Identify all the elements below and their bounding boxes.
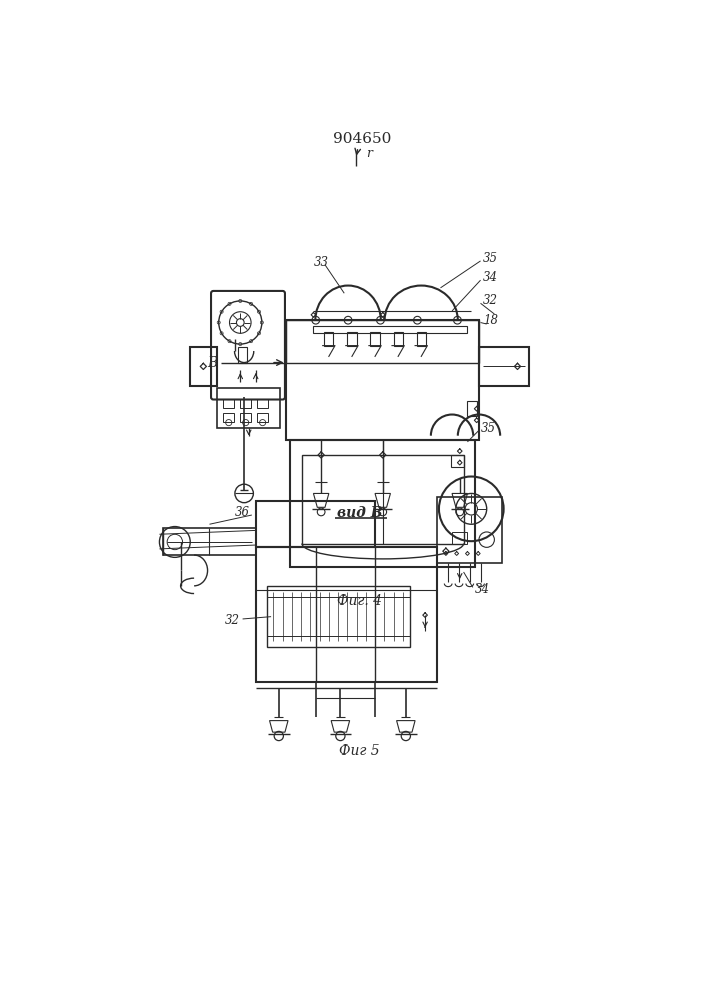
Bar <box>240 399 251 408</box>
Text: 18: 18 <box>483 314 498 327</box>
Bar <box>450 455 464 466</box>
Bar <box>394 332 403 346</box>
Text: 35: 35 <box>481 422 496 434</box>
Bar <box>479 347 529 386</box>
Bar <box>325 332 334 346</box>
Text: Фиг 5: Фиг 5 <box>339 744 380 758</box>
Bar <box>256 547 437 682</box>
Bar <box>257 413 268 422</box>
Text: вид B: вид B <box>337 506 382 520</box>
Bar <box>190 347 217 386</box>
Bar <box>437 497 502 563</box>
Bar <box>257 399 268 408</box>
Text: 33: 33 <box>313 256 329 269</box>
Bar <box>163 528 256 555</box>
Bar <box>370 332 380 346</box>
Bar <box>240 413 251 422</box>
Bar <box>256 501 375 547</box>
Text: 34: 34 <box>483 271 498 284</box>
Text: B: B <box>207 356 217 370</box>
Text: r: r <box>366 147 372 160</box>
Bar <box>347 332 356 346</box>
Bar <box>302 455 464 544</box>
Text: 904650: 904650 <box>333 132 391 146</box>
Bar <box>223 413 234 422</box>
Text: Фиг. 4: Фиг. 4 <box>337 594 382 608</box>
Bar <box>313 326 467 333</box>
Bar <box>238 347 247 363</box>
Bar <box>267 586 409 647</box>
Text: 32: 32 <box>483 294 498 307</box>
Text: 35: 35 <box>483 252 498 265</box>
Bar <box>286 320 479 363</box>
Bar <box>217 388 281 428</box>
Text: 32: 32 <box>226 614 240 627</box>
Bar <box>223 399 234 408</box>
Text: 36: 36 <box>235 506 250 519</box>
Text: 34: 34 <box>475 583 490 596</box>
Bar <box>452 532 467 544</box>
Bar <box>291 440 475 567</box>
Bar <box>416 332 426 346</box>
Bar <box>467 401 477 416</box>
Bar <box>286 320 479 440</box>
